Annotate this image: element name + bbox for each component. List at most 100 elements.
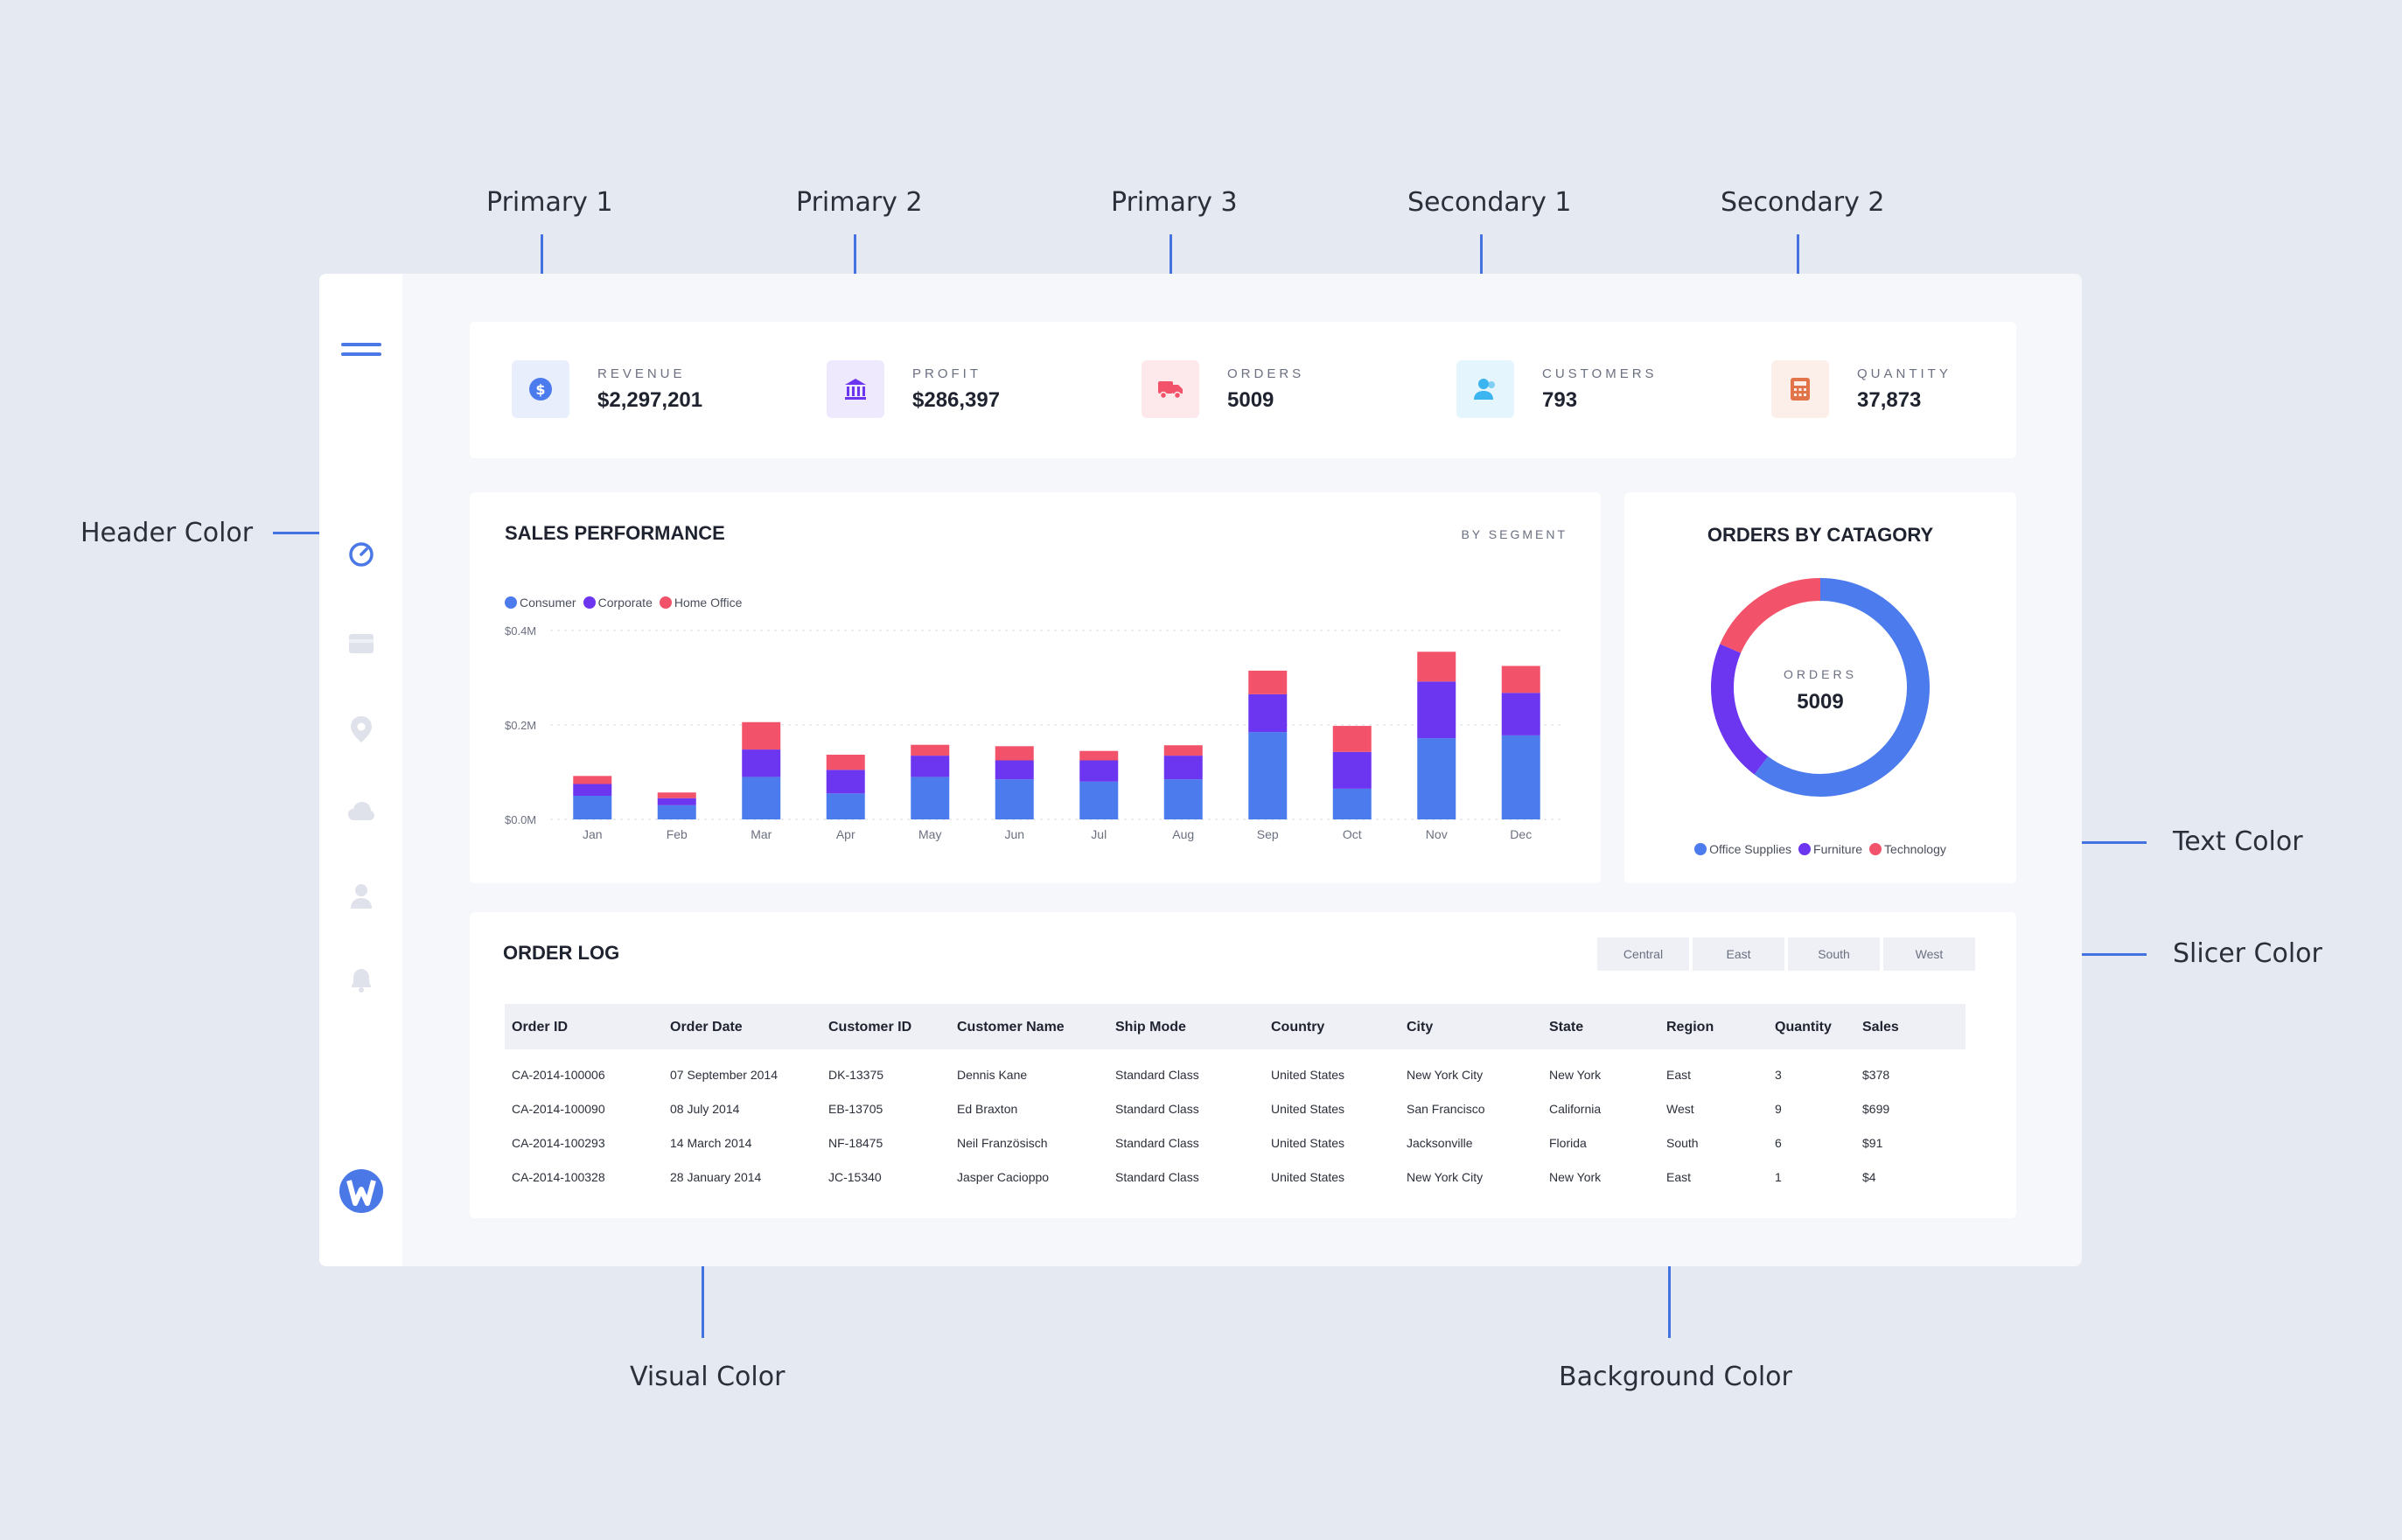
column-header[interactable]: Customer Name [957,1020,1065,1035]
bar-segment-consumer[interactable] [1501,735,1540,819]
bar-segment-corporate[interactable] [826,770,865,794]
kpi-profit[interactable]: PROFIT $286,397 [827,360,1000,418]
column-header[interactable]: Quantity [1775,1020,1832,1035]
column-header[interactable]: Order Date [670,1020,743,1035]
bar-segment-home-office[interactable] [1079,750,1119,761]
truck-icon [1142,360,1199,418]
bar-segment-consumer[interactable] [657,805,696,819]
legend-item[interactable]: Home Office [659,596,742,610]
bar-segment-consumer[interactable] [1163,779,1203,819]
slicer-west[interactable]: West [1883,937,1975,971]
callout-line-visual-color [702,1210,704,1338]
bar-segment-corporate[interactable] [573,784,612,797]
bar-segment-home-office[interactable] [1163,745,1203,756]
kpi-value: $286,397 [912,387,1001,412]
bar-segment-consumer[interactable] [1332,788,1372,819]
legend-swatch [583,596,596,609]
bar-segment-home-office[interactable] [1501,665,1540,693]
user-icon[interactable] [319,883,402,909]
x-tick-label: Mar [751,827,772,841]
kpi-customers[interactable]: CUSTOMERS 793 [1456,360,1658,418]
table-cell: United States [1271,1102,1345,1116]
bar-segment-home-office[interactable] [1417,652,1456,682]
x-tick-label: Dec [1510,827,1532,841]
bar-segment-corporate[interactable] [1248,693,1288,733]
column-header[interactable]: Ship Mode [1115,1020,1186,1035]
table-row[interactable]: CA-2014-100328 28 January 2014 JC-15340 Jas… [470,1170,1974,1191]
card-icon[interactable] [319,632,402,655]
bar-segment-corporate[interactable] [1417,681,1456,739]
bar-segment-consumer[interactable] [911,777,950,819]
x-tick-label: Sep [1257,827,1279,841]
table-cell: United States [1271,1170,1345,1184]
slicer-central[interactable]: Central [1597,937,1689,971]
segment-subtitle[interactable]: BY SEGMENT [1461,527,1568,541]
bar-segment-consumer[interactable] [1079,781,1119,819]
table-cell: Dennis Kane [957,1068,1028,1082]
legend-item[interactable]: Consumer [505,596,576,610]
column-header[interactable]: State [1549,1020,1584,1035]
kpi-orders[interactable]: ORDERS 5009 [1142,360,1304,418]
table-row[interactable]: CA-2014-100293 14 March 2014 NF-18475 Neil … [470,1136,1974,1157]
column-header[interactable]: Customer ID [828,1020,912,1035]
bar-segment-home-office[interactable] [657,792,696,798]
bar-segment-corporate[interactable] [1332,751,1372,789]
bar-segment-consumer[interactable] [742,777,781,819]
table-cell: $4 [1862,1170,1876,1184]
table-row[interactable]: CA-2014-100006 07 September 2014 DK-13375 D… [470,1068,1974,1089]
legend-swatch [659,596,672,609]
location-icon[interactable] [319,715,402,743]
brand-logo-icon[interactable] [319,1168,402,1214]
slicer-south[interactable]: South [1788,937,1880,971]
bar-segment-home-office[interactable] [1332,726,1372,752]
bar-segment-corporate[interactable] [995,760,1034,780]
slicer-east[interactable]: East [1693,937,1784,971]
bar-segment-home-office[interactable] [1248,670,1288,694]
bar-segment-corporate[interactable] [911,756,950,777]
kpi-quantity[interactable]: QUANTITY 37,873 [1771,360,1952,418]
gauge-icon[interactable] [319,541,402,568]
donut-legend: Office Supplies Furniture Technology [1624,842,2016,856]
legend-item[interactable]: Furniture [1798,842,1862,856]
column-header[interactable]: Country [1271,1020,1325,1035]
bar-segment-home-office[interactable] [995,746,1034,761]
table-cell: CA-2014-100006 [512,1068,605,1082]
cloud-icon[interactable] [319,801,402,822]
table-cell: NF-18475 [828,1136,883,1150]
bar-segment-corporate[interactable] [742,749,781,777]
kpi-label: REVENUE [597,366,686,381]
bar-segment-home-office[interactable] [742,721,781,750]
dollar-icon: $ [512,360,569,418]
donut-slice-furniture[interactable] [1711,578,1930,797]
x-tick-label: Oct [1343,827,1362,841]
donut-slice-technology[interactable] [1711,578,1930,797]
legend-item[interactable]: Office Supplies [1694,842,1791,856]
column-header[interactable]: Region [1666,1020,1714,1035]
order-log-card: ORDER LOG Central East South West Order … [470,912,2016,1218]
bar-segment-consumer[interactable] [1417,738,1456,819]
bar-segment-consumer[interactable] [826,793,865,819]
column-header[interactable]: City [1407,1020,1434,1035]
bar-segment-corporate[interactable] [657,798,696,805]
legend-item[interactable]: Technology [1869,842,1946,856]
table-cell: United States [1271,1068,1345,1082]
column-header[interactable]: Order ID [512,1020,569,1035]
bar-segment-consumer[interactable] [995,779,1034,819]
legend-item[interactable]: Corporate [583,596,653,610]
menu-icon[interactable] [319,337,402,362]
sales-bar-chart: $0.0M $0.2M $0.4M Jan Feb Mar Apr May Jun Jul Aug S… [505,624,1563,841]
bar-segment-corporate[interactable] [1079,760,1119,782]
bar-segment-corporate[interactable] [1501,693,1540,735]
bell-icon[interactable] [319,967,402,993]
bar-segment-home-office[interactable] [911,744,950,756]
bar-segment-home-office[interactable] [826,755,865,770]
bar-segment-consumer[interactable] [1248,732,1288,819]
table-row[interactable]: CA-2014-100090 08 July 2014 EB-13705 Ed Bra… [470,1102,1974,1123]
bar-segment-corporate[interactable] [1163,756,1203,780]
column-header[interactable]: Sales [1862,1020,1899,1035]
bar-segment-home-office[interactable] [573,776,612,784]
table-header: Order ID Order Date Customer ID Customer… [505,1004,1966,1049]
table-cell: California [1549,1102,1602,1116]
kpi-revenue[interactable]: $ REVENUE $2,297,201 [512,360,702,418]
bar-segment-consumer[interactable] [573,796,612,819]
